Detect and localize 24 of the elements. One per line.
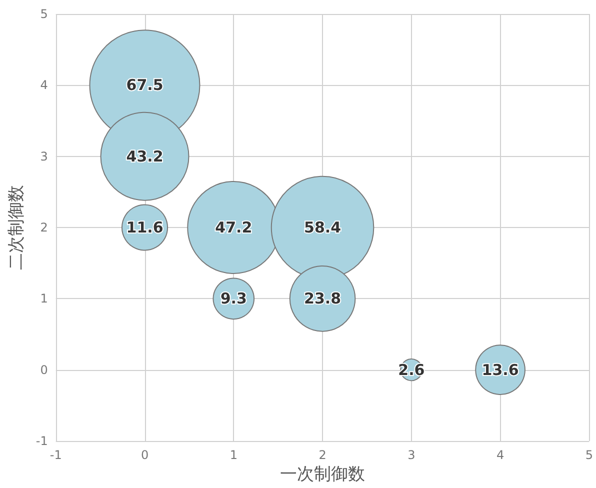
x-tick-label: 2 [318, 448, 326, 462]
y-tick-label: 2 [40, 220, 48, 234]
y-tick-label: 4 [40, 78, 48, 92]
x-tick-label: -1 [50, 448, 62, 462]
y-tick-label: 3 [40, 149, 48, 164]
data-label: 58.4 [304, 218, 342, 236]
x-tick-label: 0 [140, 448, 149, 462]
x-tick-label: 3 [408, 448, 416, 462]
data-label: 67.5 [126, 76, 164, 94]
y-axis-title: 二次制御数 [6, 185, 26, 270]
data-label: 47.2 [215, 218, 252, 236]
x-axis-title: 一次制御数 [280, 464, 366, 484]
data-label: 43.2 [126, 147, 164, 166]
x-tick-label: 1 [230, 448, 238, 462]
data-label: 11.6 [126, 218, 164, 236]
data-label: 23.8 [304, 290, 342, 308]
x-tick-label: 5 [585, 448, 594, 462]
x-tick-label: 4 [496, 448, 504, 462]
data-label: 9.3 [220, 290, 247, 308]
y-tick-label: 5 [40, 7, 48, 21]
y-tick-label: 1 [40, 292, 48, 306]
y-tick-label: 0 [40, 362, 48, 377]
data-label: 13.6 [482, 360, 519, 379]
y-tick-label: -1 [36, 434, 48, 448]
